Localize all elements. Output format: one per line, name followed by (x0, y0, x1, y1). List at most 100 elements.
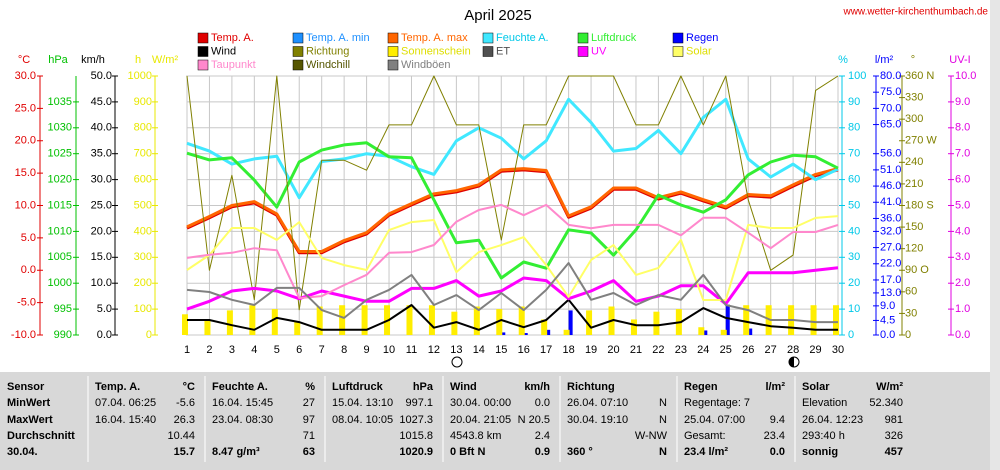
y-tick-label: 100 (134, 303, 152, 315)
cell-right: -5.6 (176, 397, 195, 409)
x-tick-label: 11 (406, 344, 417, 356)
y-tick-label: 30.0 (15, 70, 36, 82)
cell-left: Regentage: 7 (684, 397, 750, 409)
cell-right: W-NW (635, 430, 668, 442)
y-tick-label: 22.0 (880, 258, 901, 270)
legend-swatch (387, 59, 399, 71)
y-tick-label: 600 (134, 174, 152, 186)
x-tick-label: 15 (495, 344, 507, 356)
y-tick-label: 1000 (128, 70, 152, 82)
legend-swatch (197, 59, 209, 71)
x-tick-label: 18 (562, 344, 574, 356)
bar (182, 314, 188, 335)
y-tick-label: 0.0 (955, 329, 970, 341)
y-tick-label: 360 N (905, 70, 934, 82)
section-header: Solar (802, 381, 830, 393)
cell-left: 0 Bft N (450, 446, 486, 458)
y-tick-label: 45.0 (91, 96, 112, 108)
chart-title: April 2025 (464, 7, 532, 24)
bar (473, 306, 480, 335)
axis-unit: W/m² (152, 54, 179, 66)
section-header: Richtung (567, 381, 615, 393)
cell-left: 16.04. 15:40 (95, 414, 156, 426)
y-tick-label: 0.0 (880, 329, 895, 341)
axis-unit: km/h (81, 54, 105, 66)
legend-swatch (292, 59, 304, 71)
cell-right: 1020.9 (399, 446, 433, 458)
y-tick-label: 7.0 (955, 148, 970, 160)
section-header: Regen (684, 381, 718, 393)
y-tick-label: 900 (134, 96, 152, 108)
y-tick-label: 3.0 (955, 251, 970, 263)
cell-right: 1015.8 (399, 430, 433, 442)
x-tick-label: 23 (675, 344, 687, 356)
source-link[interactable]: www.wetter-kirchenthumbach.de (842, 7, 988, 18)
cell-left: 25.04. 07:00 (684, 414, 745, 426)
y-tick-label: 0.0 (97, 329, 112, 341)
section-header: Luftdruck (332, 381, 384, 393)
bar (546, 329, 551, 335)
y-tick-label: 51.0 (880, 164, 901, 176)
series-line (186, 262, 838, 324)
bar (406, 305, 413, 335)
y-tick-label: 20.0 (15, 135, 36, 147)
bar (496, 309, 503, 335)
y-tick-label: 990 (54, 329, 72, 341)
y-tick-label: 9.0 (880, 300, 895, 312)
axis-unit: h (135, 54, 141, 66)
cell-right: 52.340 (869, 397, 903, 409)
y-tick-label: 15.0 (91, 251, 112, 263)
x-tick-label: 4 (251, 344, 257, 356)
bar (703, 330, 708, 335)
x-tick-label: 13 (450, 344, 462, 356)
y-tick-label: 20 (848, 277, 860, 289)
legend-swatch (482, 32, 494, 44)
bar (630, 319, 637, 335)
legend-swatch (197, 46, 209, 57)
y-tick-label: 40.0 (91, 122, 112, 134)
legend-swatch (482, 46, 494, 57)
cell-left: 15.04. 13:10 (332, 397, 393, 409)
section-header: Feuchte A. (212, 381, 268, 393)
series-line (187, 298, 838, 331)
series-line (186, 75, 839, 311)
legend-label: Temp. A. (211, 32, 254, 44)
section-unit: % (305, 381, 315, 393)
bar (316, 306, 323, 335)
legend-swatch (292, 46, 304, 57)
y-tick-label: 46.0 (880, 180, 901, 192)
y-tick-label: 8.0 (955, 122, 970, 134)
axis-unit: °C (18, 54, 30, 66)
legend-label: Luftdruck (591, 32, 637, 44)
legend-swatch (672, 46, 684, 57)
y-tick-label: 60 (848, 174, 860, 186)
y-tick-label: 4.0 (955, 225, 970, 237)
y-tick-label: 330 (905, 91, 923, 103)
y-tick-label: 6.0 (955, 174, 970, 186)
bar (810, 305, 817, 335)
legend-label: UV (591, 45, 607, 57)
y-tick-label: 210 (905, 178, 923, 190)
x-tick-label: 21 (630, 344, 642, 356)
y-tick-label: 500 (134, 199, 152, 211)
series-line (186, 141, 839, 280)
bar (501, 332, 506, 335)
legend-swatch (292, 32, 304, 44)
y-tick-label: 4.5 (880, 314, 895, 326)
bar (653, 311, 660, 335)
y-tick-label: 32.0 (880, 225, 901, 237)
legend-label: Sonnenschein (401, 45, 471, 57)
y-tick-label: 50 (848, 199, 860, 211)
y-tick-label: 5.0 (97, 303, 112, 315)
x-tick-label: 14 (473, 344, 485, 356)
bar (518, 306, 525, 335)
y-tick-label: 40 (848, 225, 860, 237)
y-tick-label: 30 (905, 307, 917, 319)
legend-label: ET (496, 45, 510, 57)
bar (720, 329, 727, 335)
cell-right: 71 (303, 430, 315, 442)
y-tick-label: 400 (134, 225, 152, 237)
y-tick-label: 70.0 (880, 102, 901, 114)
cell-left: 30.04. 19:10 (567, 414, 628, 426)
cell-left: 360 ° (567, 446, 593, 458)
